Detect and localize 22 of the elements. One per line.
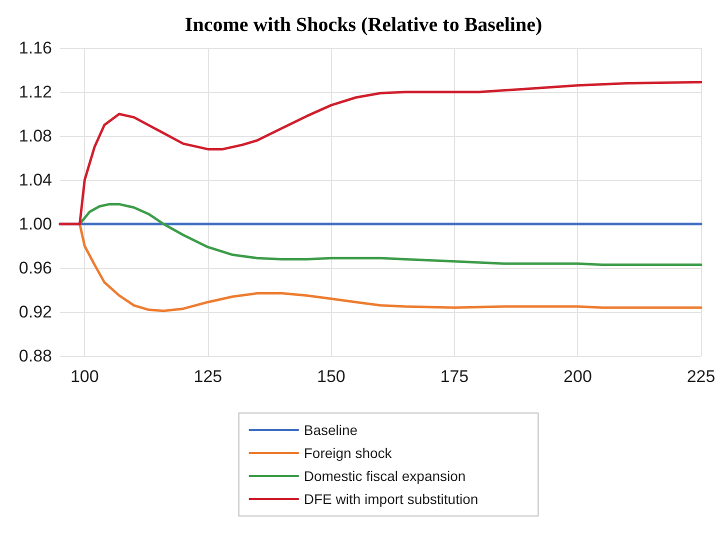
x-tick-label: 225: [686, 367, 716, 386]
y-tick-label: 0.96: [18, 258, 52, 278]
chart-title: Income with Shocks (Relative to Baseline): [184, 14, 542, 36]
x-tick-label: 125: [194, 367, 222, 386]
x-tick-label: 175: [440, 367, 469, 386]
y-tick-label: 0.88: [18, 346, 52, 366]
y-tick-label: 0.92: [18, 302, 52, 322]
y-tick-label: 1.12: [18, 82, 52, 102]
line-series: [58, 80, 702, 226]
y-tick-label: 1.00: [18, 214, 52, 234]
y-tick-label: 1.08: [18, 126, 52, 146]
x-tick-label: 100: [70, 367, 99, 386]
legend-label: DFE with import substitution: [304, 491, 478, 507]
y-tick-label: 1.04: [18, 170, 52, 190]
x-tick-label: 200: [564, 367, 592, 386]
legend-label: Foreign shock: [304, 445, 393, 461]
y-tick-label: 1.16: [18, 38, 52, 58]
line-series: [78, 222, 702, 312]
x-tick-label: 150: [317, 367, 346, 386]
legend-label: Baseline: [304, 422, 358, 438]
line-series: [78, 202, 702, 266]
legend-label: Domestic fiscal expansion: [304, 468, 466, 484]
